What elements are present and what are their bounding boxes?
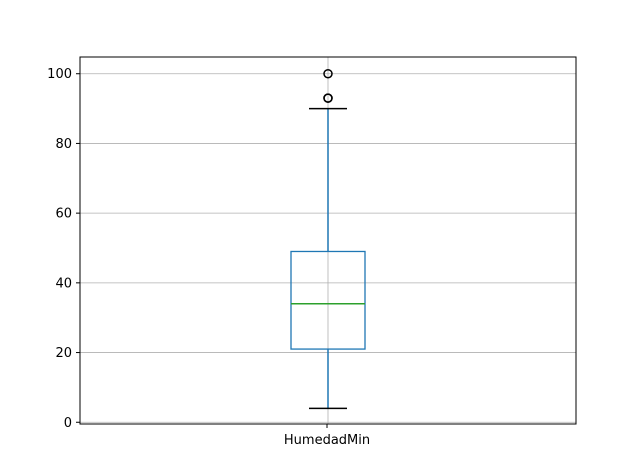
y-tick-label: 0 [64, 416, 72, 431]
box-group [290, 68, 366, 410]
x-axis: HumedadMin [284, 424, 370, 448]
y-tick-label: 40 [55, 276, 72, 291]
y-tick-label: 20 [55, 346, 72, 361]
outlier-point [323, 93, 333, 103]
y-tick-label: 80 [55, 137, 72, 152]
outlier-point [323, 68, 333, 79]
x-tick-label: HumedadMin [284, 433, 370, 448]
y-axis: 0 20 40 60 80 100 [47, 67, 80, 431]
iqr-box [290, 250, 366, 350]
y-tick-label: 60 [55, 207, 72, 222]
y-tick-label: 100 [47, 67, 72, 82]
plot-frame [79, 56, 577, 425]
